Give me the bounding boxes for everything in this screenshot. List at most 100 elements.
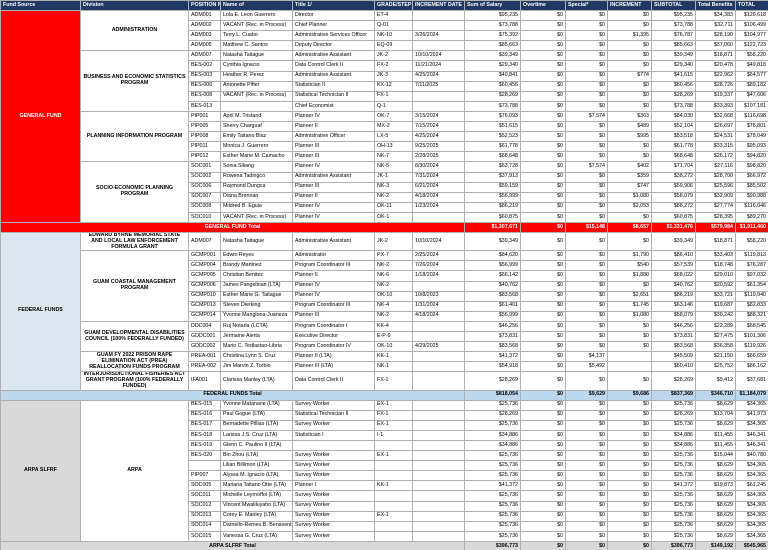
division: BUSINESS AND ECONOMIC STATISTICS PROGRAM	[80, 50, 189, 112]
cell	[374, 490, 413, 502]
cell: $39,349	[464, 50, 521, 62]
cell: $0	[520, 100, 566, 112]
cell: $0	[607, 429, 652, 441]
cell: $0	[565, 429, 608, 441]
cell: PIP005	[188, 121, 221, 133]
division: GUAM DEVELOPMENTAL DISABILITIES COUNCIL …	[80, 320, 189, 353]
cell: Raymond Dungca	[220, 181, 293, 193]
cell: $0	[520, 270, 566, 282]
cell: SOC007	[188, 191, 221, 203]
cell: $28,269	[651, 90, 696, 102]
cell: $25,736	[464, 490, 521, 502]
cell: PREA-001	[188, 351, 221, 363]
header-cell: INCREMENT DATE	[412, 0, 465, 11]
cell: $39,349	[464, 232, 521, 252]
cell: 4/18/2024	[412, 310, 465, 322]
cell: GCMP013	[188, 300, 221, 312]
cell: $11,455	[695, 429, 736, 441]
cell: Administrative Assistant	[292, 70, 375, 82]
cell: GDDC001	[188, 330, 221, 343]
cell	[412, 9, 465, 22]
cell: Survey Worker	[292, 490, 375, 502]
cell: $25,736	[651, 500, 696, 512]
cell: SOC002	[188, 171, 221, 183]
total-value: $0	[565, 540, 608, 550]
cell: $119,926	[735, 341, 768, 353]
cell: $58,079	[651, 191, 696, 203]
cell: Alyssa M. Ignacio (LTA)	[220, 470, 293, 482]
cell	[412, 90, 465, 102]
cell: $0	[520, 80, 566, 92]
cell: $57,539	[651, 260, 696, 272]
cell: $2,651	[607, 290, 652, 302]
cell: PIP012	[188, 151, 221, 163]
cell: $0	[565, 270, 608, 282]
cell: $0	[520, 351, 566, 363]
cell: BES-018	[188, 429, 221, 441]
cell: Program Coordinator I	[292, 320, 375, 332]
cell: $0	[565, 181, 608, 193]
cell: $0	[520, 310, 566, 322]
cell: $0	[565, 320, 608, 332]
cell: $0	[607, 211, 652, 223]
cell: $0	[520, 20, 566, 32]
cell: PX-7	[374, 250, 413, 262]
cell: $0	[607, 40, 652, 52]
cell: $0	[520, 429, 566, 441]
header-cell: Division	[80, 0, 189, 11]
cell: $0	[520, 181, 566, 193]
cell: $489	[607, 121, 652, 133]
total-value: $1,911,460	[735, 221, 768, 234]
cell: $0	[607, 20, 652, 32]
cell: $29,340	[464, 60, 521, 72]
cell: $25,736	[651, 450, 696, 462]
cell: $83,568	[464, 341, 521, 353]
cell: $0	[565, 121, 608, 133]
data-row: GCMP010 Esther Marie G. Taitague Planner I…	[1, 290, 768, 302]
cell: $0	[520, 121, 566, 133]
cell	[292, 439, 375, 452]
cell: $0	[565, 409, 608, 421]
cell: $1,880	[607, 270, 652, 282]
cell: $59,159	[464, 181, 521, 193]
cell: $107,181	[735, 100, 768, 112]
cell: $363	[607, 110, 652, 123]
data-row: GENERAL FUND ADMINISTRATION ADM001 Lola E. …	[0, 9, 768, 223]
cell: $0	[607, 470, 652, 482]
cell: Heather R. Perez	[220, 70, 293, 82]
cell: $25,736	[651, 419, 696, 431]
cell: Jim Marvin Z. Torbio	[220, 361, 293, 373]
cell: $0	[607, 341, 652, 353]
cell: Jermaine Alerta	[220, 330, 293, 343]
cell: $122,723	[735, 40, 768, 52]
cell: $41,615	[651, 70, 696, 82]
cell: 3/26/2024	[412, 30, 465, 42]
cell: JK-2	[374, 232, 413, 252]
cell: $0	[565, 530, 608, 542]
cell: $34,886	[464, 439, 521, 452]
cell	[412, 470, 465, 482]
cell: Larissa J.S. Cruz (LTA)	[220, 429, 293, 441]
cell: $0	[565, 450, 608, 462]
cell: $0	[607, 90, 652, 102]
cell: $0	[520, 510, 566, 522]
cell: $68,545	[735, 320, 768, 332]
cell	[412, 361, 465, 373]
cell: $0	[565, 300, 608, 312]
cell: $59,906	[651, 181, 696, 193]
cell: $53,518	[651, 131, 696, 143]
cell: $45,509	[651, 351, 696, 363]
cell: NK-2	[374, 191, 413, 203]
cell: $58,220	[735, 50, 768, 62]
cell: $19,687	[695, 300, 736, 312]
cell: 4/29/2025	[412, 341, 465, 353]
cell: $8,629	[695, 470, 736, 482]
cell	[412, 429, 465, 441]
cell: SOC006	[188, 181, 221, 193]
cell: ADM001	[188, 9, 221, 22]
cell	[374, 530, 413, 542]
cell: $33,403	[695, 250, 736, 262]
cell: $0	[520, 161, 566, 173]
total-value: $1,331,476	[651, 221, 696, 234]
cell: $73,831	[464, 330, 521, 343]
